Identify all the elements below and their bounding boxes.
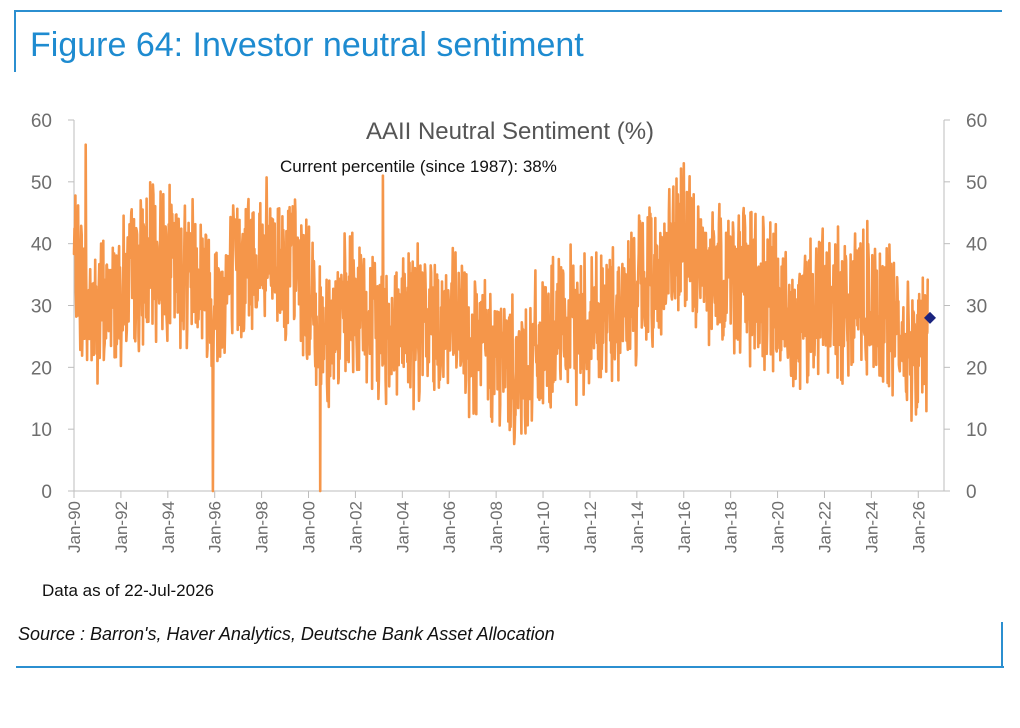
series-line [72,143,930,493]
figure-title: Figure 64: Investor neutral sentiment [30,26,584,64]
x-tick-label: Jan-22 [815,501,834,553]
y-tick-label-left: 10 [31,420,52,441]
y-tick-label-left: 60 [31,111,52,132]
y-tick-label-right: 30 [966,297,987,318]
current-value-marker [924,311,936,324]
x-ticks: Jan-90 Jan-92 Jan-94 Jan-96 Jan-98 Jan-00 Jan-… [65,491,928,553]
y-tick-label-left: 20 [31,358,52,379]
x-tick-label: Jan-00 [300,501,319,553]
x-tick-label: Jan-20 [769,501,788,553]
chart-annotation: Current percentile (since 1987): 38% [280,157,557,176]
y-tick-label-right: 20 [966,358,987,379]
y-tick-label-right: 0 [966,482,977,503]
data-as-of: Data as of 22-Jul-2026 [42,581,214,600]
x-tick-label: Jan-14 [628,501,647,553]
y-ticks-right: 0 10 20 30 40 50 60 [944,111,987,503]
x-tick-label: Jan-96 [206,501,225,553]
x-tick-label: Jan-94 [159,501,178,553]
x-tick-label: Jan-16 [675,501,694,553]
chart-title: AAII Neutral Sentiment (%) [366,118,654,145]
frame-left-border [14,10,16,72]
y-tick-label-left: 0 [41,482,52,503]
y-tick-label-right: 40 [966,235,987,256]
x-tick-label: Jan-02 [346,501,365,553]
x-tick-label: Jan-18 [722,501,741,553]
x-tick-label: Jan-24 [862,501,881,553]
y-tick-label-left: 30 [31,297,52,318]
x-tick-label: Jan-06 [440,501,459,553]
frame-right-border [1001,622,1003,668]
current-value-markers [924,311,936,324]
y-tick-label-right: 10 [966,420,987,441]
x-tick-label: Jan-90 [65,501,84,553]
x-tick-label: Jan-92 [112,501,131,553]
x-tick-label: Jan-12 [581,501,600,553]
y-tick-label-right: 60 [966,111,987,132]
x-tick-label: Jan-08 [487,501,506,553]
x-tick-label: Jan-04 [393,501,412,553]
source-note: Source : Barron's, Haver Analytics, Deut… [18,624,555,644]
frame-top-border [14,10,1002,12]
frame-bottom-border [16,666,1004,668]
y-tick-label-left: 50 [31,173,52,194]
y-tick-label-left: 40 [31,235,52,256]
x-tick-label: Jan-26 [909,501,928,553]
x-tick-label: Jan-98 [253,501,272,553]
y-ticks-left: 0 10 20 30 40 50 60 [31,111,74,503]
y-tick-label-right: 50 [966,173,987,194]
x-tick-label: Jan-10 [534,501,553,553]
